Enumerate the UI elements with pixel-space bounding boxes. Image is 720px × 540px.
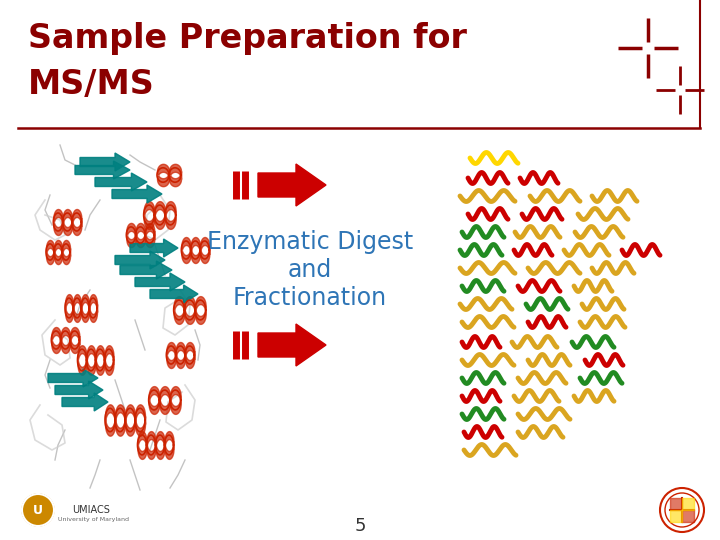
FancyArrow shape [48, 369, 98, 387]
Text: UMIACS: UMIACS [72, 505, 110, 515]
FancyArrow shape [62, 393, 108, 411]
FancyArrow shape [130, 239, 178, 257]
Circle shape [665, 493, 699, 527]
FancyArrow shape [115, 251, 165, 269]
FancyArrow shape [80, 153, 130, 171]
FancyArrow shape [55, 381, 103, 399]
Text: University of Maryland: University of Maryland [58, 517, 129, 523]
Text: U: U [33, 503, 43, 516]
FancyArrow shape [258, 324, 326, 366]
Circle shape [22, 494, 54, 526]
Text: Enzymatic Digest
and
Fractionation: Enzymatic Digest and Fractionation [207, 230, 413, 310]
Text: 5: 5 [354, 517, 366, 535]
Text: MS/MS: MS/MS [28, 68, 155, 101]
FancyArrow shape [95, 173, 147, 191]
FancyArrow shape [258, 164, 326, 206]
Text: Sample Preparation for: Sample Preparation for [28, 22, 467, 55]
FancyArrow shape [120, 261, 172, 279]
FancyArrow shape [135, 273, 185, 291]
FancyArrow shape [112, 185, 162, 203]
FancyArrow shape [150, 285, 198, 303]
FancyArrow shape [75, 161, 130, 179]
